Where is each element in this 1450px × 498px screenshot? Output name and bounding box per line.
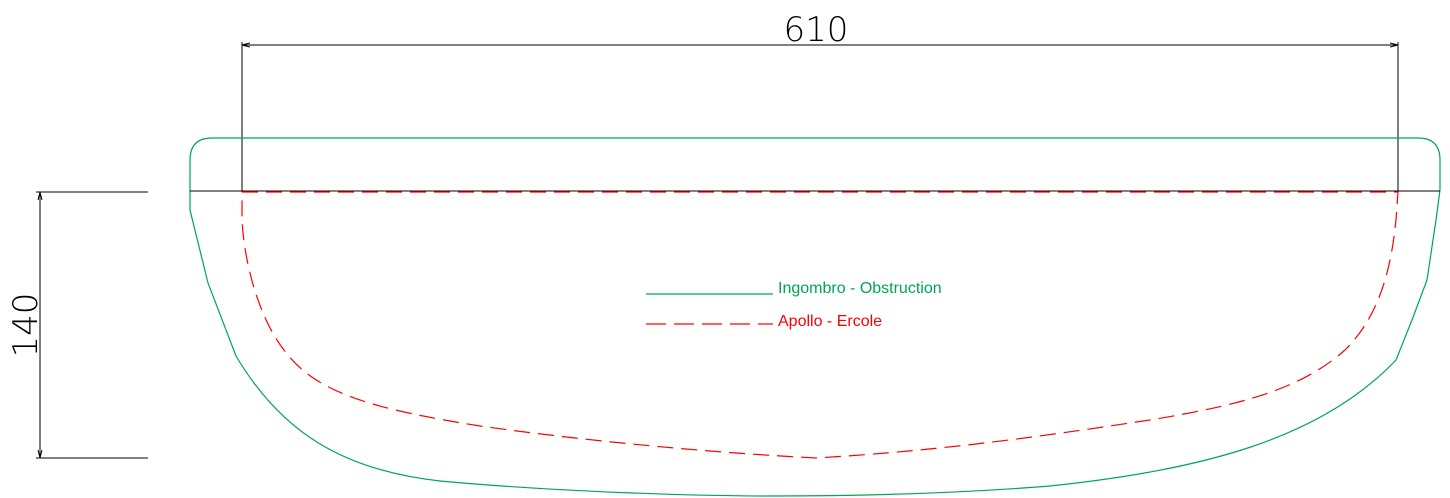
legend: Ingombro - Obstruction Apollo - Ercole	[646, 280, 942, 330]
obstruction-outline	[189, 137, 1441, 497]
profile-outline	[241, 191, 1399, 459]
height-arrow-bottom	[37, 449, 43, 459]
width-arrow-left	[241, 42, 251, 48]
legend-label-obstruction: Ingombro - Obstruction	[778, 280, 942, 297]
legend-label-profile: Apollo - Ercole	[778, 313, 882, 330]
width-arrow-right	[1389, 42, 1399, 48]
height-arrow-top	[37, 191, 43, 201]
height-dimension	[36, 191, 148, 459]
width-dimension-label: 610	[784, 10, 849, 50]
width-dimension	[241, 42, 1399, 192]
height-dimension-label: 140	[6, 293, 46, 358]
